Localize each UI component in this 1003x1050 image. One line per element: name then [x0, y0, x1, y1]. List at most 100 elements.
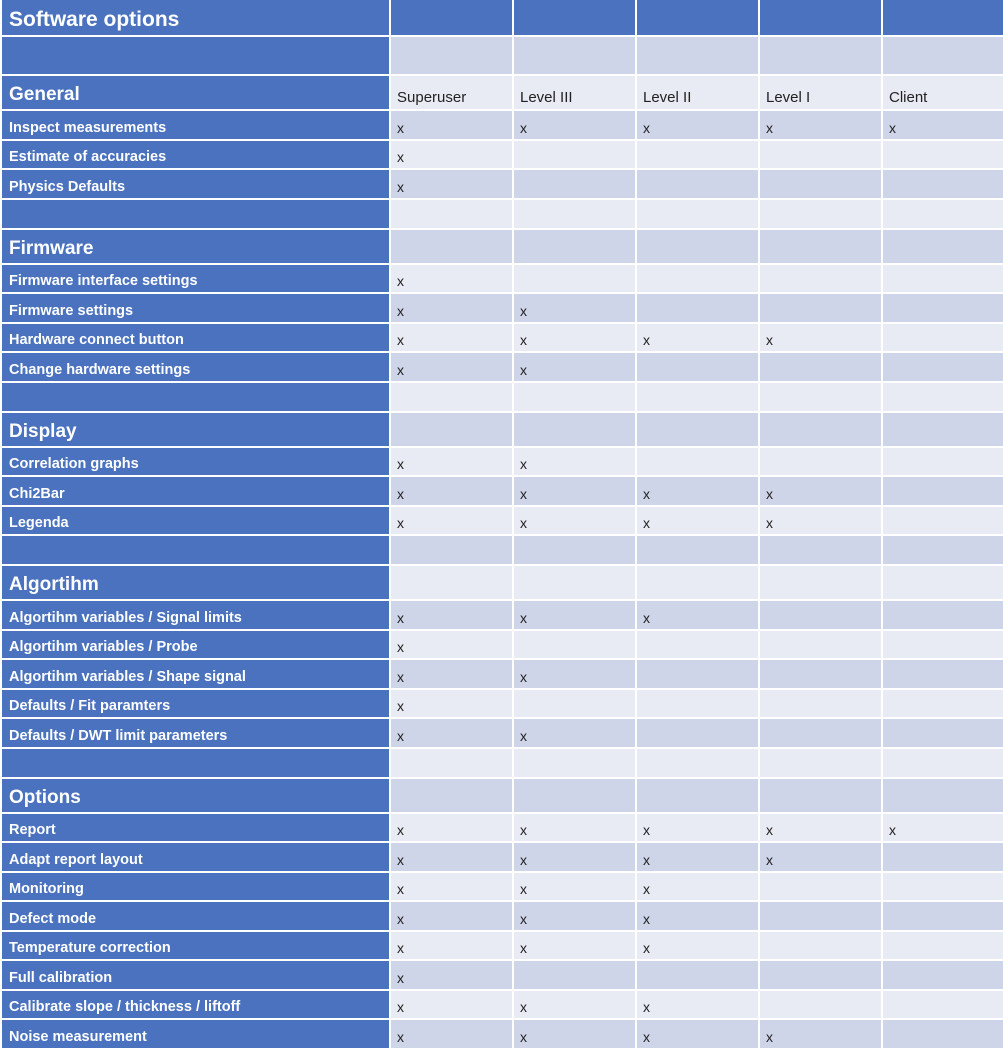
- section-cell: [760, 412, 881, 446]
- access-mark: x: [514, 294, 635, 322]
- access-mark: x: [637, 990, 758, 1018]
- spacer-label: [2, 748, 389, 777]
- section-cell: [514, 778, 635, 812]
- access-cell: [760, 961, 881, 989]
- spacer-label: [2, 536, 389, 564]
- access-cell: [883, 689, 1003, 717]
- table-row: Algortihm variables / Probe x: [2, 630, 1003, 658]
- spacer-cell: [883, 199, 1003, 228]
- access-mark: x: [637, 477, 758, 505]
- spacer-label: [2, 37, 389, 74]
- table-row: Calibrate slope / thickness / liftoff x x x: [2, 990, 1003, 1018]
- access-mark: x: [391, 264, 512, 292]
- option-label: Defect mode: [2, 902, 389, 930]
- access-cell: [883, 506, 1003, 534]
- access-cell: [637, 294, 758, 322]
- access-cell: [883, 477, 1003, 505]
- section-cell: [391, 412, 512, 446]
- spacer-cell: [514, 37, 635, 74]
- access-mark: x: [391, 170, 512, 198]
- access-mark: x: [514, 813, 635, 841]
- page-title: Software options: [2, 0, 389, 35]
- spacer-cell: [391, 748, 512, 777]
- access-mark: x: [514, 902, 635, 930]
- section-cell: [760, 566, 881, 599]
- option-label: Firmware interface settings: [2, 264, 389, 292]
- option-label: Temperature correction: [2, 931, 389, 959]
- table-row: Monitoring x x x: [2, 872, 1003, 900]
- access-cell: [883, 353, 1003, 381]
- section-cell: [760, 778, 881, 812]
- access-mark: x: [514, 447, 635, 475]
- access-cell: [637, 170, 758, 198]
- access-cell: [760, 630, 881, 658]
- option-label: Defaults / DWT limit parameters: [2, 719, 389, 747]
- access-mark: x: [391, 931, 512, 959]
- access-mark: x: [760, 506, 881, 534]
- access-cell: [514, 961, 635, 989]
- access-mark: x: [391, 506, 512, 534]
- access-mark: x: [514, 719, 635, 747]
- access-cell: [514, 264, 635, 292]
- access-mark: x: [391, 660, 512, 688]
- table-row: Firmware interface settings x: [2, 264, 1003, 292]
- table-row: Adapt report layout x x x x: [2, 843, 1003, 871]
- access-mark: x: [637, 506, 758, 534]
- access-mark: x: [637, 902, 758, 930]
- access-mark: x: [391, 477, 512, 505]
- spacer-label: [2, 382, 389, 411]
- option-label: Chi2Bar: [2, 477, 389, 505]
- spacer-cell: [883, 748, 1003, 777]
- access-cell: [760, 170, 881, 198]
- section-cell: [637, 566, 758, 599]
- access-cell: [637, 961, 758, 989]
- access-cell: [883, 872, 1003, 900]
- spacer-cell: [637, 536, 758, 564]
- access-cell: [760, 140, 881, 168]
- access-cell: [883, 140, 1003, 168]
- option-label: Physics Defaults: [2, 170, 389, 198]
- table-row: Firmware settings x x: [2, 294, 1003, 322]
- access-cell: [883, 719, 1003, 747]
- spacer-cell: [760, 748, 881, 777]
- access-cell: [760, 719, 881, 747]
- column-header: Level II: [637, 76, 758, 109]
- section-header-algortihm: Algortihm: [2, 566, 1003, 599]
- access-mark: x: [514, 477, 635, 505]
- section-header-firmware: Firmware: [2, 229, 1003, 263]
- table-row: Defaults / Fit paramters x: [2, 689, 1003, 717]
- access-cell: [883, 961, 1003, 989]
- option-label: Inspect measurements: [2, 111, 389, 139]
- spacer-cell: [637, 37, 758, 74]
- access-mark: x: [637, 931, 758, 959]
- section-title: Algortihm: [2, 566, 389, 599]
- access-cell: [883, 660, 1003, 688]
- table-row: Full calibration x: [2, 961, 1003, 989]
- access-mark: x: [514, 353, 635, 381]
- spacer-cell: [514, 199, 635, 228]
- access-cell: [760, 902, 881, 930]
- access-mark: x: [514, 660, 635, 688]
- table-row: Correlation graphs x x: [2, 447, 1003, 475]
- access-mark: x: [760, 323, 881, 351]
- access-mark: x: [391, 719, 512, 747]
- access-mark: x: [637, 601, 758, 629]
- option-label: Algortihm variables / Signal limits: [2, 601, 389, 629]
- section-cell: [514, 566, 635, 599]
- option-label: Algortihm variables / Shape signal: [2, 660, 389, 688]
- access-mark: x: [391, 447, 512, 475]
- access-cell: [637, 447, 758, 475]
- access-mark: x: [883, 111, 1003, 139]
- access-cell: [514, 140, 635, 168]
- access-cell: [760, 689, 881, 717]
- option-label: Correlation graphs: [2, 447, 389, 475]
- access-cell: [514, 170, 635, 198]
- spacer-cell: [391, 536, 512, 564]
- column-header: Superuser: [391, 76, 512, 109]
- title-row: Software options: [2, 0, 1003, 35]
- access-cell: [883, 323, 1003, 351]
- access-mark: x: [391, 140, 512, 168]
- table-row: Defect mode x x x: [2, 902, 1003, 930]
- access-mark: x: [637, 872, 758, 900]
- section-title: Display: [2, 412, 389, 446]
